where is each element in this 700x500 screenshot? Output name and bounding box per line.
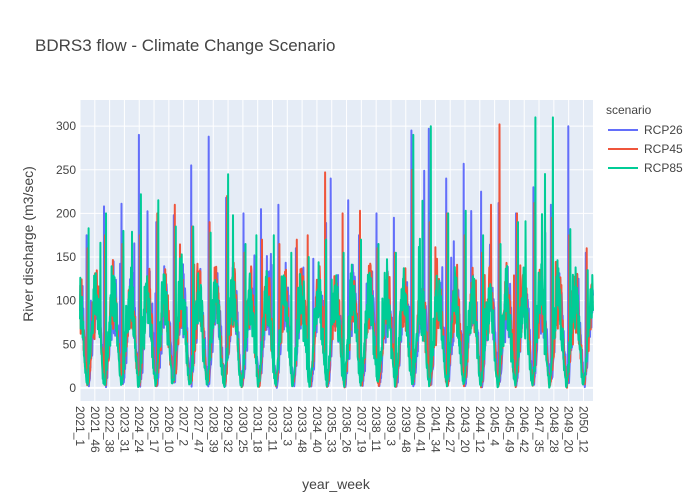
x-axis-title: year_week bbox=[302, 476, 371, 492]
x-tick-labels: 2021_1 2021_46 2022_38 2023_31 2024_24 2025_1… bbox=[73, 406, 590, 453]
plot-background bbox=[80, 100, 593, 401]
x-tick-label: 2044_12 bbox=[473, 406, 487, 453]
x-tick-label: 2035_33 bbox=[325, 406, 339, 453]
chart-title: BDRS3 flow - Climate Change Scenario bbox=[35, 36, 335, 55]
legend-label-rcp26: RCP26 bbox=[644, 123, 683, 137]
x-tick-label: 2049_20 bbox=[562, 406, 576, 453]
x-tick-label: 2030_25 bbox=[236, 406, 250, 453]
y-tick-label: 100 bbox=[56, 294, 76, 308]
x-tick-label: 2029_32 bbox=[221, 406, 235, 453]
legend[interactable]: scenario RCP26 RCP45 RCP85 bbox=[606, 103, 683, 175]
y-tick-label: 300 bbox=[56, 119, 76, 133]
x-tick-label: 2032_11 bbox=[265, 406, 279, 452]
x-tick-label: 2039_3 bbox=[384, 406, 398, 446]
x-tick-label: 2043_20 bbox=[458, 406, 472, 453]
x-tick-label: 2037_19 bbox=[354, 406, 368, 453]
x-tick-label: 2046_42 bbox=[517, 406, 531, 453]
x-tick-label: 2021_1 bbox=[73, 406, 87, 446]
x-tick-label: 2027_47 bbox=[191, 406, 205, 453]
x-tick-label: 2048_28 bbox=[547, 406, 561, 453]
x-tick-label: 2050_12 bbox=[576, 406, 590, 453]
plot-area bbox=[80, 100, 593, 401]
y-tick-label: 250 bbox=[56, 163, 76, 177]
x-tick-label: 2041_34 bbox=[428, 406, 442, 453]
x-tick-label: 2025_17 bbox=[147, 406, 161, 453]
x-tick-label: 2038_11 bbox=[369, 406, 383, 452]
x-tick-label: 2045_49 bbox=[502, 406, 516, 453]
x-tick-label: 2022_38 bbox=[103, 406, 117, 453]
y-axis-title: River discharge (m3/sec) bbox=[20, 166, 36, 322]
x-tick-label: 2031_18 bbox=[251, 406, 265, 453]
legend-title: scenario bbox=[606, 103, 652, 117]
legend-label-rcp85: RCP85 bbox=[644, 161, 683, 175]
x-tick-label: 2033_48 bbox=[295, 406, 309, 453]
x-tick-label: 2023_31 bbox=[117, 406, 131, 453]
x-tick-label: 2034_40 bbox=[310, 406, 324, 453]
x-tick-label: 2045_4 bbox=[488, 406, 502, 446]
series-lines bbox=[79, 116, 594, 389]
x-tick-label: 2042_27 bbox=[443, 406, 457, 453]
y-tick-label: 150 bbox=[56, 250, 76, 264]
x-tick-label: 2028_39 bbox=[206, 406, 220, 453]
x-tick-label: 2040_41 bbox=[414, 406, 428, 453]
x-tick-label: 2033_3 bbox=[280, 406, 294, 446]
x-tick-label: 2036_26 bbox=[340, 406, 354, 453]
x-tick-label: 2039_48 bbox=[399, 406, 413, 453]
y-tick-label: 50 bbox=[63, 337, 77, 351]
x-tick-label: 2027_2 bbox=[177, 406, 191, 446]
series-line-rcp85 bbox=[79, 116, 594, 389]
y-tick-label: 200 bbox=[56, 206, 76, 220]
x-tick-label: 2021_46 bbox=[88, 406, 102, 453]
y-tick-labels: 0 50 100 150 200 250 300 bbox=[56, 119, 76, 395]
x-tick-label: 2026_10 bbox=[162, 406, 176, 453]
y-tick-label: 0 bbox=[69, 381, 76, 395]
legend-label-rcp45: RCP45 bbox=[644, 142, 683, 156]
x-tick-label: 2047_35 bbox=[532, 406, 546, 453]
x-tick-label: 2024_24 bbox=[132, 406, 146, 453]
